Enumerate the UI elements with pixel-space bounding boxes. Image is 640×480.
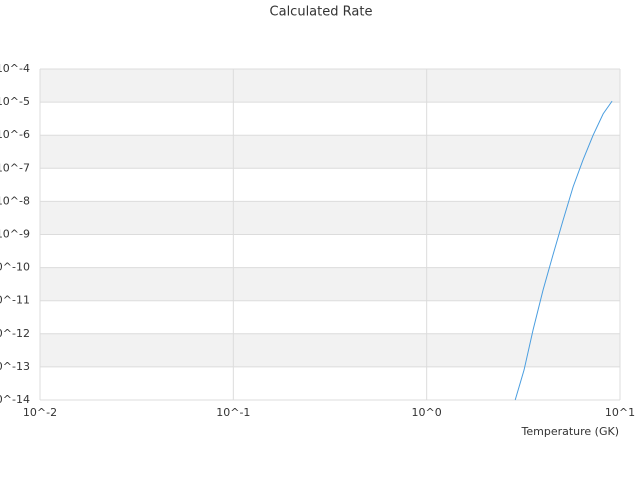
x-axis-label: Temperature (GK) — [521, 425, 620, 438]
y-tick-label: 10^-12 — [0, 327, 30, 340]
y-tick-label: 10^-10 — [0, 261, 30, 274]
y-tick-label: 10^-14 — [0, 393, 30, 406]
grid-band — [40, 201, 620, 235]
rate-line — [514, 100, 613, 401]
y-tick-label: 10^-13 — [0, 360, 30, 373]
y-tick-label: 10^-4 — [0, 62, 30, 75]
chart-title: Calculated Rate — [270, 5, 373, 20]
y-tick-label: 10^-8 — [0, 194, 30, 207]
y-tick-label: 10^-7 — [0, 161, 30, 174]
grid-band — [40, 333, 620, 367]
y-tick-label: 10^-5 — [0, 95, 30, 108]
grid-band — [40, 267, 620, 301]
y-tick-label: 10^-11 — [0, 294, 30, 307]
x-tick-label: 10^-2 — [23, 406, 57, 419]
y-tick-label: 10^-6 — [0, 128, 30, 141]
x-tick-label: 10^1 — [605, 406, 635, 419]
x-tick-label: 10^0 — [412, 406, 442, 419]
grid-band — [40, 69, 620, 103]
grid-band — [40, 135, 620, 169]
y-tick-label: 10^-9 — [0, 228, 30, 241]
x-tick-label: 10^-1 — [216, 406, 250, 419]
